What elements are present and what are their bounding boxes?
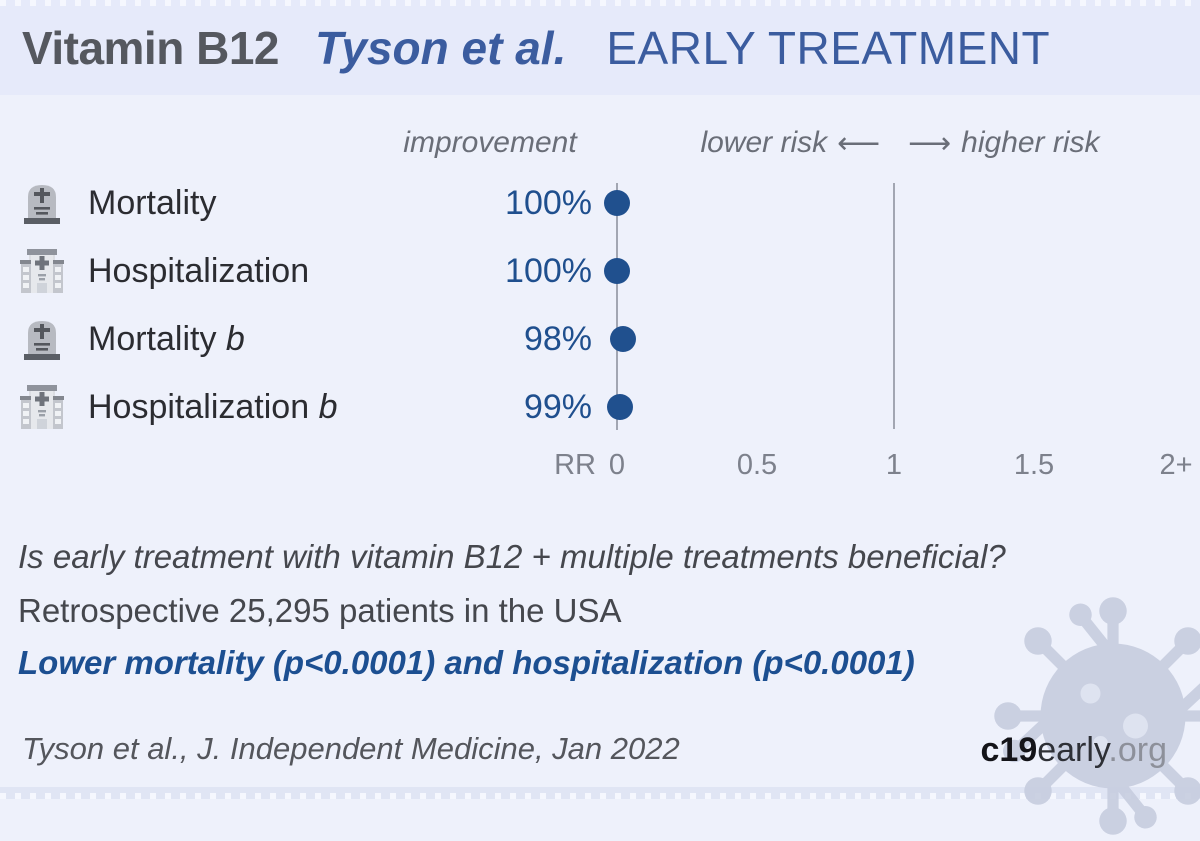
rr-zero-axis-line bbox=[616, 183, 618, 430]
citation-text: Tyson et al., J. Independent Medicine, J… bbox=[22, 731, 680, 766]
improvement-value: 99% bbox=[523, 387, 592, 426]
risk-scale-header: lower risk ⟵ ⟶ higher risk bbox=[650, 124, 1150, 162]
tombstone-icon bbox=[16, 313, 68, 365]
coronavirus-watermark-icon bbox=[994, 597, 1200, 835]
study-author-title: Tyson et al. bbox=[314, 21, 567, 74]
study-question: Is early treatment with vitamin B12 + mu… bbox=[18, 538, 1006, 575]
treatment-title: Vitamin B12 bbox=[22, 21, 279, 74]
table-row: Mortality 100% bbox=[0, 169, 600, 237]
axis-tick-0-5: 0.5 bbox=[736, 448, 778, 481]
data-point-dot bbox=[609, 326, 636, 352]
outcome-label: Mortality bbox=[88, 183, 217, 222]
brand-link[interactable]: c19early.org bbox=[980, 731, 1168, 769]
improvement-column-header: improvement bbox=[403, 126, 577, 159]
table-row: Hospitalization 100% bbox=[0, 237, 600, 305]
outcome-label: Hospitalization bbox=[88, 251, 310, 290]
table-row: Hospitalization b 99% bbox=[0, 373, 600, 441]
improvement-value: 100% bbox=[505, 251, 592, 290]
axis-tick-1: 1 bbox=[885, 448, 903, 481]
data-point-dot bbox=[606, 394, 633, 420]
conclusion-statement: Lower mortality (p<0.0001) and hospitali… bbox=[18, 644, 915, 681]
top-dotted-border bbox=[0, 0, 1200, 6]
lower-risk-label: lower risk bbox=[700, 126, 828, 159]
bottom-dotted-border bbox=[0, 793, 1200, 799]
higher-risk-label: higher risk bbox=[961, 126, 1100, 159]
tombstone-icon bbox=[16, 177, 68, 229]
stage-title: EARLY TREATMENT bbox=[606, 21, 1051, 74]
improvement-value: 98% bbox=[523, 319, 592, 358]
cohort-description: Retrospective 25,295 patients in the USA bbox=[18, 592, 622, 629]
table-row: Mortality b 98% bbox=[0, 305, 600, 373]
data-point-dot bbox=[604, 258, 630, 284]
improvement-value: 100% bbox=[505, 183, 592, 222]
outcome-label: Hospitalization b bbox=[88, 387, 338, 426]
left-arrow-icon: ⟵ bbox=[837, 126, 881, 160]
outcome-label: Mortality b bbox=[88, 319, 245, 358]
axis-tick-1-5: 1.5 bbox=[1013, 448, 1055, 481]
bottom-band bbox=[0, 787, 1200, 799]
hospital-icon bbox=[16, 245, 68, 297]
axis-tick-2plus: 2+ bbox=[1159, 448, 1193, 481]
title-row: Vitamin B12 Tyson et al. EARLY TREATMENT bbox=[22, 0, 1050, 95]
axis-title-rr: RR bbox=[554, 448, 596, 481]
header-band bbox=[0, 0, 1200, 95]
right-arrow-icon: ⟶ bbox=[908, 126, 952, 160]
hospital-icon bbox=[16, 381, 68, 433]
axis-tick-0: 0 bbox=[608, 448, 626, 481]
data-point-dot bbox=[604, 190, 630, 216]
rr-one-reference-line bbox=[893, 183, 895, 429]
